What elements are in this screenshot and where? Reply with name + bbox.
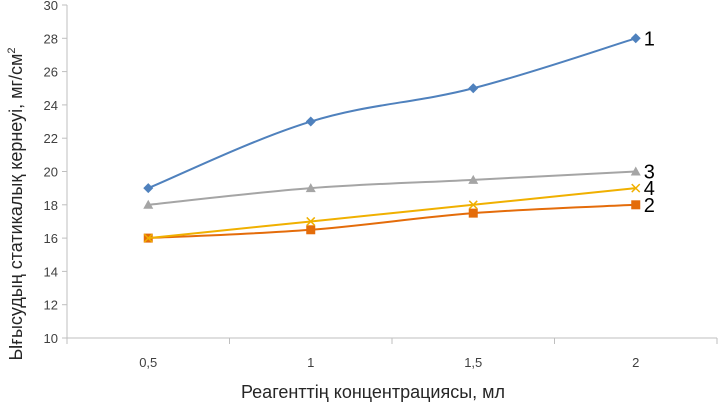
series-line	[147, 37, 637, 190]
data-point-diamond	[468, 83, 479, 94]
series-line	[148, 203, 636, 240]
series-3: 3	[143, 162, 655, 209]
data-point-diamond	[630, 33, 641, 44]
y-tick-label: 28	[44, 31, 58, 46]
x-axis-title: Реагенттің концентрациясы, мл	[241, 382, 505, 402]
data-point-triangle	[305, 183, 316, 193]
series-label: 4	[644, 178, 655, 200]
x-tick-label: 1	[307, 355, 314, 370]
y-tick-label: 18	[44, 198, 58, 213]
series-label: 2	[644, 195, 655, 217]
data-point-triangle	[143, 199, 154, 209]
y-tick-label: 12	[44, 298, 58, 313]
y-tick-label: 10	[44, 331, 58, 346]
data-point-x	[306, 216, 316, 226]
data-point-x	[468, 200, 478, 210]
series-4: 4	[143, 178, 655, 243]
y-tick-label: 24	[44, 98, 58, 113]
x-tick-label: 2	[632, 355, 639, 370]
x-tick-label: 0,5	[139, 355, 157, 370]
y-axis-title-superscript: 2	[6, 47, 18, 53]
y-tick-label: 20	[44, 165, 58, 180]
chart-series: 1 2 34	[143, 28, 655, 243]
data-point-diamond	[305, 116, 316, 127]
y-tick-label: 26	[44, 65, 58, 80]
data-point-x	[143, 233, 153, 243]
series-label: 3	[644, 162, 655, 184]
data-point-triangle	[630, 166, 641, 176]
y-axis-title: Ығысудың статикалық кернеуі, мг/см2	[6, 47, 26, 360]
data-point-triangle	[468, 174, 479, 184]
data-point-square	[631, 200, 641, 210]
y-tick-label: 14	[44, 264, 58, 279]
data-point-square	[306, 225, 316, 235]
x-tick-label: 1,5	[464, 355, 482, 370]
data-point-x	[631, 183, 641, 193]
data-point-square	[468, 208, 478, 218]
y-tick-label: 22	[44, 131, 58, 146]
y-tick-label: 30	[44, 0, 58, 13]
series-line	[148, 187, 636, 240]
data-point-diamond	[143, 183, 154, 194]
y-tick-label: 16	[44, 231, 58, 246]
series-line	[148, 170, 636, 206]
series-1: 1	[143, 28, 655, 194]
y-axis-title-text: Ығысудың статикалық кернеуі, мг/см	[6, 54, 26, 361]
series-label: 1	[644, 28, 655, 50]
series-2: 2	[143, 195, 655, 243]
